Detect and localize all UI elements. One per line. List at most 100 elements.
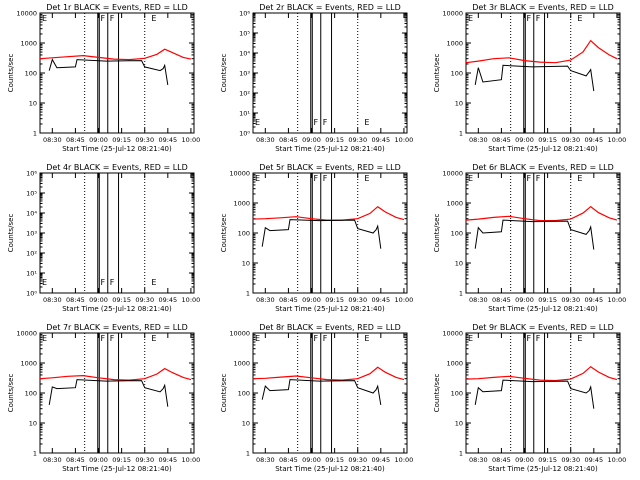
y-tick-label: 10000 [442, 10, 463, 18]
event-marker-e: E [364, 118, 369, 127]
panel-det-3: Det 3r BLACK = Events, RED = LLD 1 10 100 10… [433, 3, 626, 153]
event-marker-f: F [323, 334, 328, 343]
plot-frame [252, 332, 408, 454]
y-axis-label: Counts/sec [433, 214, 441, 253]
event-marker-f: F [323, 118, 328, 127]
x-tick-label: 09:00 [302, 136, 321, 144]
y-tick-label: 1000 [20, 40, 37, 48]
x-tick-label: 10:00 [395, 456, 414, 464]
x-axis-label: Start Time (25-Jul-12 08:21:40) [62, 305, 172, 313]
y-tick-label: 10 [242, 420, 250, 428]
x-tick-label: 09:00 [89, 456, 108, 464]
y-tick-label: 10² [239, 90, 250, 98]
event-marker-e: E [577, 334, 582, 343]
y-tick-label: 1 [33, 450, 37, 458]
x-tick-label: 08:30 [256, 296, 275, 304]
x-tick-label: 08:45 [279, 136, 298, 144]
y-tick-label: 100 [451, 390, 463, 398]
y-tick-label: 10000 [16, 10, 37, 18]
x-tick-label: 10:00 [182, 136, 201, 144]
y-tick-label: 10³ [239, 70, 250, 78]
x-tick-label: 10:00 [608, 456, 627, 464]
event-marker-f: F [314, 174, 319, 183]
panel-det-1: Det 1r BLACK = Events, RED = LLD 1 10 100 10… [7, 3, 200, 153]
y-tick-label: 100 [25, 70, 37, 78]
x-tick-label: 08:30 [256, 136, 275, 144]
panel-det-6: Det 6r BLACK = Events, RED = LLD 1 10 100 10… [433, 163, 626, 313]
y-tick-label: 10⁴ [26, 210, 37, 218]
y-tick-label: 10000 [229, 170, 250, 178]
y-tick-label: 1 [459, 130, 463, 138]
event-marker-f: F [101, 334, 106, 343]
y-tick-label: 10⁵ [26, 190, 37, 198]
panel-title: Det 9r BLACK = Events, RED = LLD [472, 323, 614, 332]
x-tick-label: 09:15 [112, 456, 131, 464]
panel-det-7: Det 7r BLACK = Events, RED = LLD 1 10 100 10… [7, 323, 200, 473]
x-tick-label: 09:15 [112, 296, 131, 304]
x-tick-label: 09:45 [158, 296, 177, 304]
x-tick-label: 09:30 [135, 296, 154, 304]
x-tick-label: 08:30 [43, 136, 62, 144]
x-tick-label: 08:45 [66, 296, 85, 304]
x-tick-label: 09:00 [515, 296, 534, 304]
y-axis-label: Counts/sec [7, 214, 15, 253]
y-tick-label: 10000 [229, 330, 250, 338]
x-tick-label: 08:45 [279, 456, 298, 464]
y-tick-label: 100 [238, 390, 250, 398]
x-tick-label: 09:30 [561, 456, 580, 464]
event-marker-f: F [527, 14, 532, 23]
y-axis-label: Counts/sec [220, 214, 228, 253]
y-tick-label: 10⁶ [26, 170, 37, 178]
y-axis-label: Counts/sec [220, 54, 228, 93]
panel-title: Det 5r BLACK = Events, RED = LLD [259, 163, 401, 172]
x-tick-label: 09:00 [515, 456, 534, 464]
x-tick-label: 09:30 [348, 136, 367, 144]
x-tick-label: 09:45 [158, 456, 177, 464]
y-axis-label: Counts/sec [433, 54, 441, 93]
y-axis-label: Counts/sec [7, 54, 15, 93]
y-tick-label: 10 [29, 100, 37, 108]
x-tick-label: 08:30 [469, 136, 488, 144]
panel-title: Det 8r BLACK = Events, RED = LLD [259, 323, 401, 332]
event-marker-e: E [364, 174, 369, 183]
y-tick-label: 1 [246, 290, 250, 298]
y-tick-label: 100 [451, 70, 463, 78]
x-tick-label: 10:00 [608, 296, 627, 304]
y-tick-label: 10¹ [239, 110, 250, 118]
y-tick-label: 10³ [26, 230, 37, 238]
plot-frame [252, 172, 408, 294]
panel-title: Det 6r BLACK = Events, RED = LLD [472, 163, 614, 172]
x-tick-label: 09:15 [538, 136, 557, 144]
x-axis-label: Start Time (25-Jul-12 08:21:40) [488, 305, 598, 313]
panel-title: Det 7r BLACK = Events, RED = LLD [46, 323, 188, 332]
x-tick-label: 08:45 [492, 296, 511, 304]
y-tick-label: 1000 [233, 200, 250, 208]
y-tick-label: 100 [238, 230, 250, 238]
x-tick-label: 09:00 [515, 136, 534, 144]
x-tick-label: 08:30 [256, 456, 275, 464]
events-series-line [48, 379, 169, 407]
x-axis-label: Start Time (25-Jul-12 08:21:40) [488, 465, 598, 473]
events-series-line [261, 219, 382, 249]
event-marker-f: F [536, 334, 541, 343]
x-tick-label: 10:00 [608, 136, 627, 144]
y-tick-label: 10⁵ [239, 30, 250, 38]
event-marker-e: E [151, 14, 156, 23]
x-tick-label: 09:00 [302, 456, 321, 464]
y-tick-label: 1000 [446, 200, 463, 208]
panel-title: Det 1r BLACK = Events, RED = LLD [46, 3, 188, 12]
lld-series-line [39, 367, 192, 381]
event-marker-e: E [42, 334, 47, 343]
x-tick-label: 08:45 [279, 296, 298, 304]
y-tick-label: 1 [33, 130, 37, 138]
y-tick-label: 10 [455, 100, 463, 108]
x-tick-label: 09:00 [89, 296, 108, 304]
y-tick-label: 10 [242, 260, 250, 268]
lld-series-line [465, 205, 618, 222]
x-tick-label: 09:45 [371, 296, 390, 304]
y-tick-label: 1000 [20, 360, 37, 368]
event-marker-e: E [364, 334, 369, 343]
y-tick-label: 1 [459, 450, 463, 458]
x-tick-label: 09:45 [584, 296, 603, 304]
y-tick-label: 10000 [16, 330, 37, 338]
